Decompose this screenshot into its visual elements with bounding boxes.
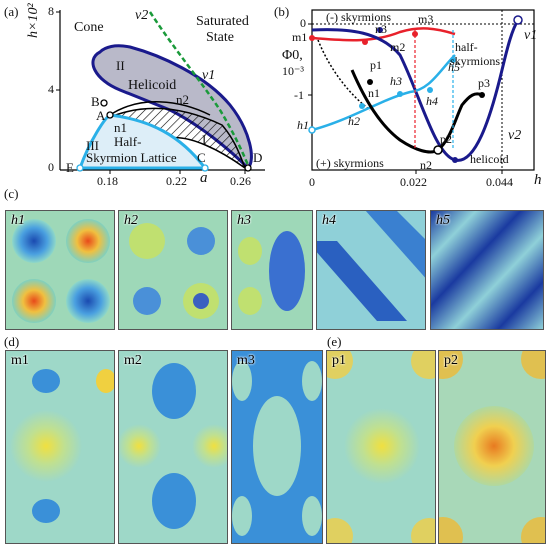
label-A: A <box>96 108 106 123</box>
tile-h5: h5 <box>430 210 544 330</box>
label-n1: n1 <box>368 86 380 100</box>
label-h3: h3 <box>390 74 402 88</box>
region-state: State <box>206 30 234 45</box>
panel-b-ytick-m1: -1 <box>294 88 304 102</box>
tile-h4: h4 <box>316 210 426 330</box>
panel-a-xtick-022: 0.22 <box>166 174 187 188</box>
annot-pos-skyrmions: (+) skyrmions <box>316 156 384 170</box>
panel-a-y-label: h×10² <box>26 3 41 38</box>
label-E: E <box>66 160 74 175</box>
label-m2: m2 <box>390 40 406 54</box>
label-p3: p3 <box>478 76 490 90</box>
label-p1: p1 <box>370 58 382 72</box>
tile-h2-label: h2 <box>124 213 138 228</box>
label-n3: n3 <box>375 22 387 36</box>
label-nu2: ν2 <box>135 8 149 23</box>
panel-a-ytick-4: 4 <box>48 82 54 96</box>
panel-b-x-label: h <box>534 172 542 188</box>
tile-h1-label: h1 <box>11 213 25 228</box>
tile-p1-label: p1 <box>332 353 346 368</box>
label-C: C <box>197 150 206 165</box>
tile-m2-label: m2 <box>124 353 142 368</box>
panel-a-label: (a) <box>4 4 19 19</box>
panel-b-y-unit: 10⁻³ <box>282 64 304 78</box>
label-n1: n1 <box>114 120 127 135</box>
label-nu2: ν2 <box>508 128 522 143</box>
label-B: B <box>91 94 100 109</box>
tile-h5-label: h5 <box>436 213 450 228</box>
tile-m1-label: m1 <box>11 353 29 368</box>
label-h4: h4 <box>426 94 438 108</box>
panel-b-ytick-0: 0 <box>300 16 306 30</box>
region-I: I <box>202 132 207 147</box>
region-II: II <box>116 58 125 73</box>
annot-helicoid: helicoid <box>470 152 509 166</box>
panel-c-label: (c) <box>4 186 19 201</box>
panel-a-xtick-018: 0.18 <box>97 174 118 188</box>
label-h1: h1 <box>297 118 309 132</box>
panel-e-label: (e) <box>327 334 342 349</box>
panel-b-label: (b) <box>274 4 290 19</box>
annot-neg-skyrmions: (-) skyrmions <box>326 10 391 24</box>
tile-p2-label: p2 <box>444 353 458 368</box>
region-saturated: Saturated <box>196 14 249 29</box>
energy-plot <box>308 9 535 174</box>
panel-b-xtick-0: 0 <box>309 175 315 189</box>
tile-m3-label: m3 <box>237 353 255 368</box>
label-n2: n2 <box>176 92 189 107</box>
tile-m2: m2 <box>118 350 228 544</box>
panel-d-label: (d) <box>4 334 20 349</box>
panel-a-xtick-026: 0.26 <box>230 174 251 188</box>
panel-a-ytick-8: 8 <box>48 4 54 18</box>
region-half: Half- <box>114 134 142 149</box>
region-helicoid: Helicoid <box>128 78 177 93</box>
region-cone: Cone <box>74 20 104 35</box>
label-m1: m1 <box>292 30 308 44</box>
label-p2: p2 <box>440 132 452 146</box>
panel-b-xtick-022: 0.022 <box>400 175 427 189</box>
label-nu1: ν1 <box>524 28 538 43</box>
tile-m3: m3 <box>231 350 323 544</box>
tile-h3-label: h3 <box>237 213 251 228</box>
label-nu1: ν1 <box>202 68 216 83</box>
phase-diagram <box>56 10 265 174</box>
panel-a-x-label: a <box>200 170 208 186</box>
region-skyrmion-lattice: Skyrmion Lattice <box>86 150 177 165</box>
panel-b-y-label: Φ0, <box>282 48 303 63</box>
panel-a-ytick-0: 0 <box>48 160 54 174</box>
tile-h1: h1 <box>5 210 115 330</box>
region-III: III <box>86 138 99 153</box>
label-n2: n2 <box>420 158 432 172</box>
tile-h2: h2 <box>118 210 228 330</box>
tile-h4-label: h4 <box>322 213 336 228</box>
panel-b-xtick-044: 0.044 <box>486 175 513 189</box>
annot-half: half- <box>455 40 478 54</box>
tile-m1: m1 <box>5 350 115 544</box>
label-h5: h5 <box>448 60 460 74</box>
tile-p1: p1 <box>326 350 436 544</box>
label-m3: m3 <box>418 12 434 26</box>
label-h2: h2 <box>348 114 360 128</box>
tile-h3: h3 <box>231 210 313 330</box>
annot-skyrmions: skyrmions <box>450 54 501 68</box>
label-D: D <box>253 150 263 165</box>
tile-p2: p2 <box>438 350 546 544</box>
